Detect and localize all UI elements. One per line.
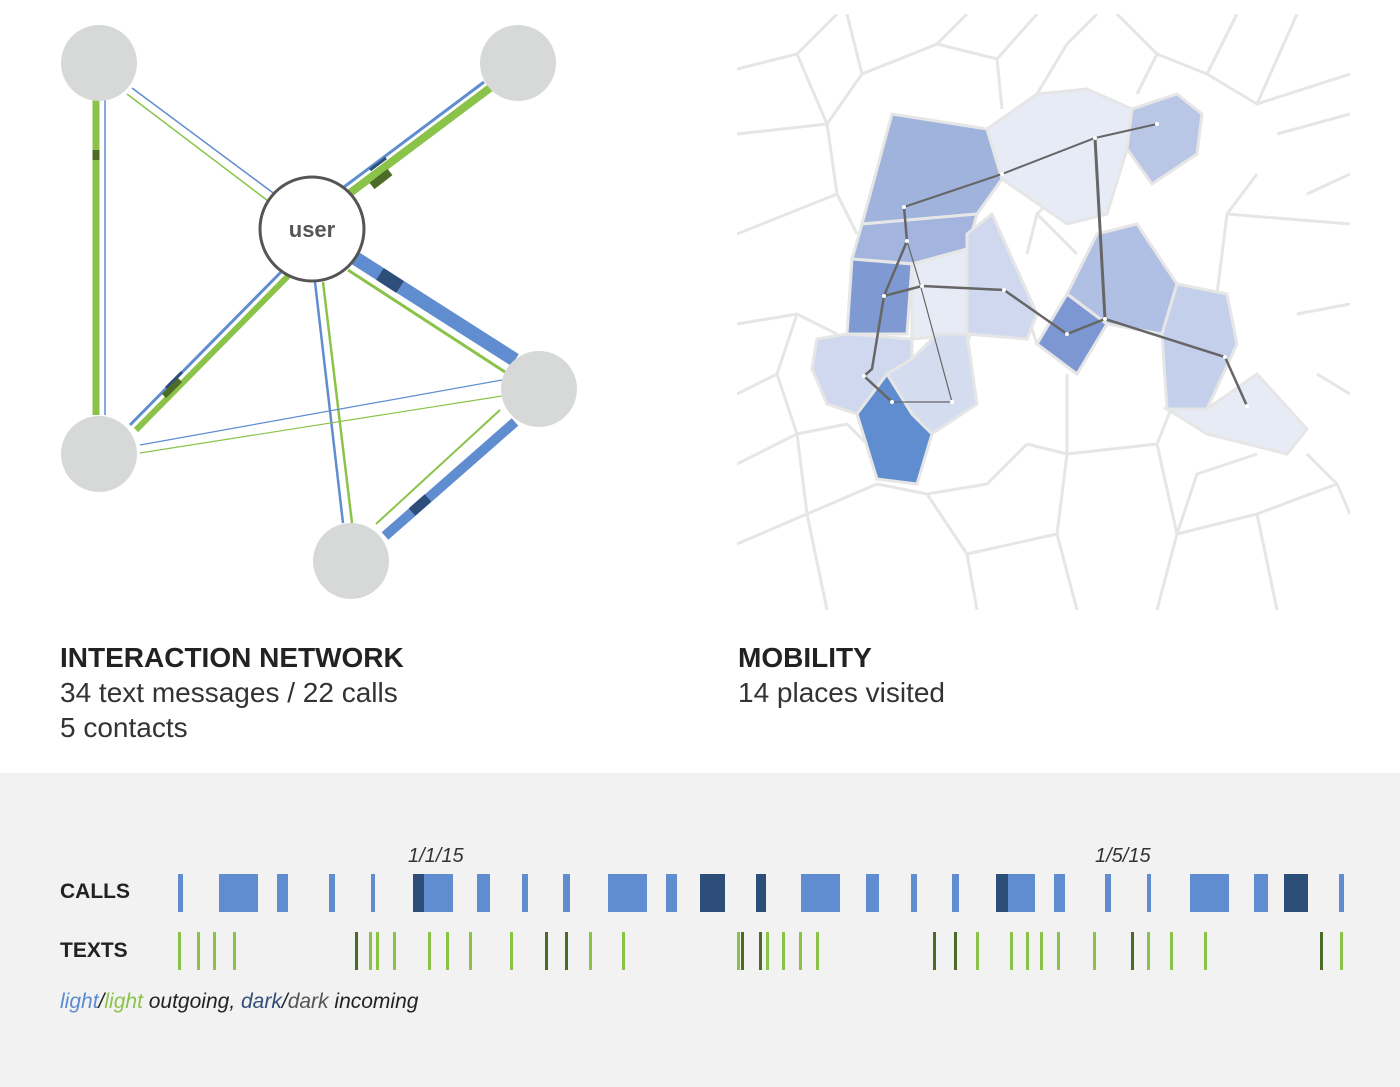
contact-node-5 [313, 523, 389, 599]
mobility-caption: MOBILITY 14 places visited [738, 640, 945, 710]
interaction-network-diagram: user [61, 25, 577, 599]
contact-node-3 [480, 25, 556, 101]
texts-row-label: TEXTS [60, 939, 128, 962]
edge-contact3-user [339, 80, 493, 200]
network-stats-contacts: 5 contacts [60, 712, 188, 743]
mobility-map [737, 14, 1350, 610]
legend-outgoing-text: outgoing, [142, 990, 241, 1013]
legend-dark-blue-word: dark [241, 990, 282, 1013]
network-caption: INTERACTION NETWORK 34 text messages / 2… [60, 640, 404, 745]
legend-light-green-word: light [104, 990, 143, 1013]
edge-user-contact4 [347, 252, 519, 374]
timeline-panel: 1/1/15 1/5/15 CALLS TEXTS [0, 773, 1400, 1087]
edge-contact1-user [126, 87, 281, 205]
texts-events [178, 932, 1343, 970]
calls-timeline-track [178, 874, 1344, 970]
mobility-stats-places: 14 places visited [738, 677, 946, 708]
voronoi-background-cells [737, 14, 1350, 610]
user-node-label: user [289, 217, 336, 242]
network-title: INTERACTION NETWORK [60, 642, 404, 673]
user-node [258, 175, 366, 283]
contact-node-1 [61, 25, 137, 101]
mobility-title: MOBILITY [738, 642, 872, 673]
timeline-legend: light/light outgoing, dark/dark incoming [60, 990, 418, 1014]
legend-slash-1: / [98, 990, 105, 1013]
movement-path-points [862, 122, 1249, 408]
edge-contact2-contact4 [139, 379, 503, 454]
timeline-date-label-2: 1/5/15 [1095, 845, 1151, 867]
legend-incoming-text: incoming [328, 990, 419, 1013]
calls-events [178, 874, 1344, 912]
edge-contact4-contact5 [375, 409, 519, 540]
contact-node-4 [501, 351, 577, 427]
calls-row-label: CALLS [60, 880, 130, 903]
visited-place-cells [810, 87, 1309, 486]
contact-node-2 [61, 416, 137, 492]
legend-slash-2: / [281, 990, 288, 1013]
edge-user-contact5 [313, 281, 354, 524]
legend-light-blue-word: light [60, 990, 99, 1013]
legend-dark-green-word: dark [287, 990, 329, 1013]
network-stats-messages-calls: 34 text messages / 22 calls [60, 677, 398, 708]
edge-user-contact2 [128, 266, 295, 433]
timeline-date-label-1: 1/1/15 [408, 845, 464, 867]
edge-contact1-contact2 [92, 100, 106, 415]
